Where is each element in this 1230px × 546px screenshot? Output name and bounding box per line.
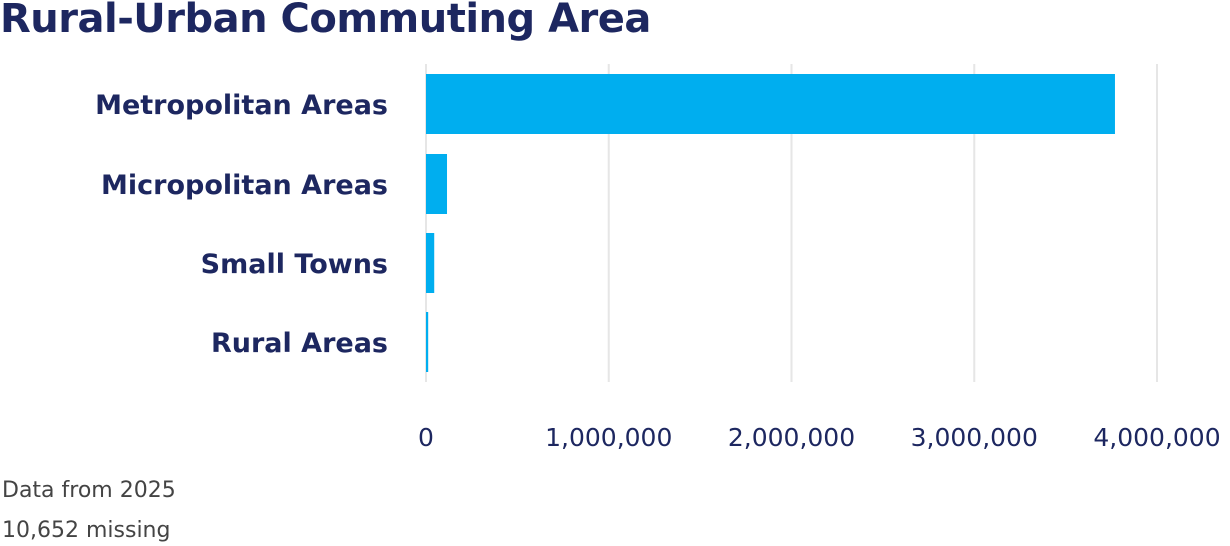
- bar-3: [426, 312, 429, 372]
- x-tick-label-2: 2,000,000: [728, 423, 855, 452]
- x-tick-label-1: 1,000,000: [545, 423, 672, 452]
- bar-0: [426, 74, 1115, 134]
- x-tick-label-4: 4,000,000: [1093, 423, 1220, 452]
- missing-count-note: 10,652 missing: [2, 518, 171, 543]
- bar-1: [426, 154, 448, 214]
- category-label-1: Micropolitan Areas: [101, 170, 388, 201]
- x-tick-label-0: 0: [418, 423, 434, 452]
- bar-chart: Metropolitan Areas Micropolitan Areas Smal…: [95, 64, 1221, 452]
- bars: [426, 74, 1115, 372]
- x-tick-label-3: 3,000,000: [911, 423, 1038, 452]
- category-label-2: Small Towns: [201, 249, 388, 280]
- category-label-3: Rural Areas: [211, 328, 388, 359]
- data-year-note: Data from 2025: [2, 478, 176, 503]
- x-axis-tick-labels: 0 1,000,000 2,000,000 3,000,000 4,000,000: [418, 423, 1221, 452]
- category-labels: Metropolitan Areas Micropolitan Areas Smal…: [95, 90, 388, 359]
- chart-title: Rural-Urban Commuting Area: [0, 0, 651, 42]
- category-label-0: Metropolitan Areas: [95, 90, 388, 121]
- bar-2: [426, 233, 435, 293]
